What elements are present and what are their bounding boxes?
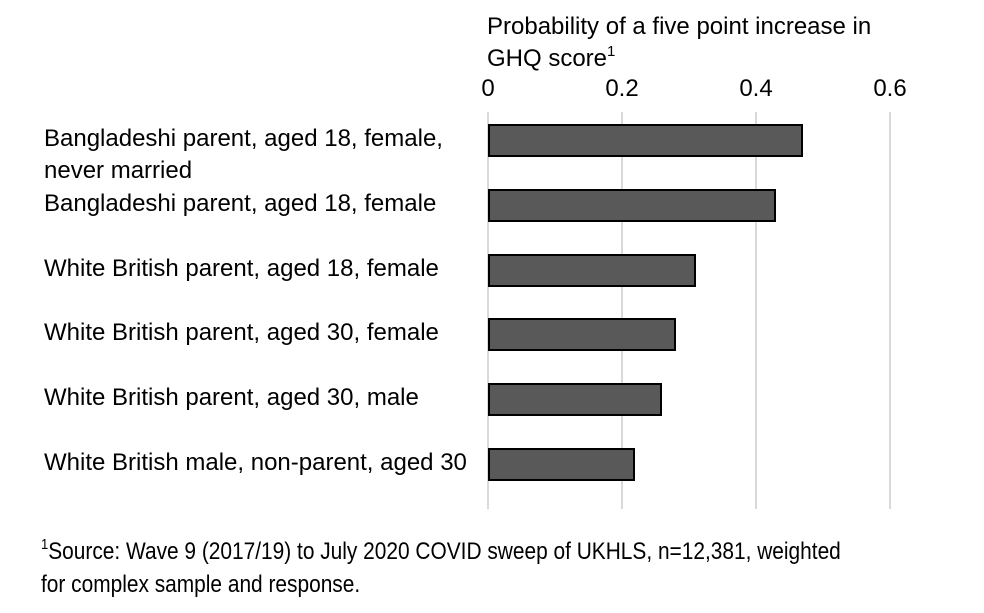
x-axis-tick-label: 0.6 [873, 75, 907, 102]
gridline [755, 112, 757, 509]
gridline [621, 112, 623, 509]
footnote-line1: Source: Wave 9 (2017/19) to July 2020 CO… [48, 538, 841, 565]
category-label: White British parent, aged 30, female [44, 319, 439, 346]
category-label: White British parent, aged 30, male [44, 384, 419, 411]
category-label: Bangladeshi parent, aged 18, female [44, 190, 437, 217]
chart-title-line1: Probability of a five point increase in [487, 13, 872, 40]
footnote-line2: for complex sample and response. [41, 571, 361, 598]
footnote: 1Source: Wave 9 (2017/19) to July 2020 C… [41, 535, 911, 601]
x-axis-tick-label: 0.4 [739, 75, 773, 102]
bar [488, 189, 776, 222]
plot-area [487, 112, 891, 509]
bar [488, 254, 696, 287]
bar [488, 448, 635, 481]
bar [488, 124, 803, 157]
bar [488, 318, 676, 351]
gridline [889, 112, 891, 509]
category-label: Bangladeshi parent, aged 18, female, nev… [44, 125, 443, 184]
x-axis-tick-label: 0 [481, 75, 495, 102]
chart-title: Probability of a five point increase in … [487, 11, 917, 75]
category-label: White British parent, aged 18, female [44, 255, 439, 282]
footnote-superscript: 1 [41, 536, 49, 553]
x-axis-tick-label: 0.2 [605, 75, 639, 102]
chart-title-line2: GHQ score [487, 45, 608, 72]
bar [488, 383, 662, 416]
chart-title-superscript: 1 [607, 43, 616, 60]
category-label: White British male, non-parent, aged 30 [44, 449, 467, 476]
gridline [487, 112, 489, 509]
